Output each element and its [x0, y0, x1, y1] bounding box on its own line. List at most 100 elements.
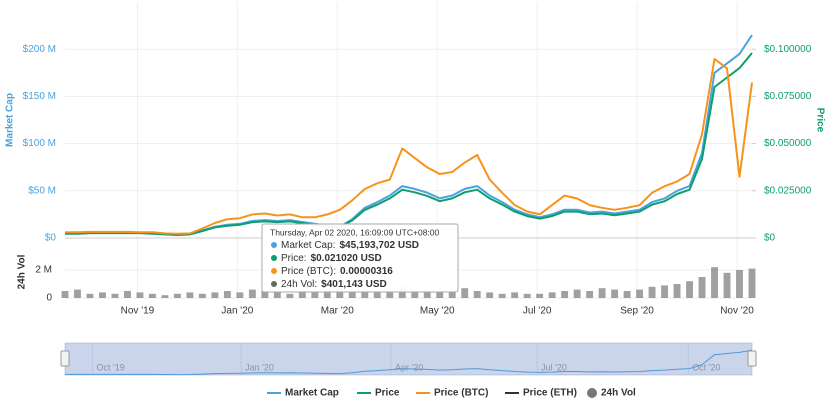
tooltip-label: Price (BTC): [281, 266, 336, 277]
volume-bar [723, 272, 731, 298]
navigator-tick-label: Jul '20 [541, 362, 567, 372]
volume-axis-title: 24h Vol [17, 254, 28, 289]
volume-bar [611, 289, 619, 298]
x-tick-label: May '20 [420, 306, 455, 317]
tooltip-item: Price: $0.021020 USD [281, 253, 382, 264]
volume-bar [461, 288, 469, 298]
volume-bar [99, 292, 106, 298]
volume-tick-label: 0 [46, 293, 52, 304]
y-axis-title: Market Cap [5, 93, 16, 147]
tooltip-box [261, 223, 459, 293]
tooltip-label: Price: [281, 253, 307, 264]
volume-bar [298, 291, 306, 298]
legend-label: 24h Vol [601, 388, 636, 399]
y2-tick-label: $0.025000 [764, 185, 812, 196]
volume-bar [473, 291, 481, 298]
volume-bar [348, 291, 356, 298]
volume-bar [661, 285, 668, 298]
volume-bar [511, 292, 519, 298]
legend-item[interactable]: Price [357, 388, 400, 399]
y2-tick-label: $0.050000 [764, 138, 812, 149]
volume-bar [498, 293, 506, 298]
volume-bar [248, 289, 256, 298]
volume-bar [386, 291, 394, 298]
volume-bar [173, 293, 181, 298]
tooltip-value: 0.00000316 [340, 266, 393, 277]
volume-bar [61, 291, 69, 298]
x-tick-label: Jan '20 [221, 306, 253, 317]
volume-bar [361, 289, 369, 298]
tooltip-item: Price (BTC): 0.00000316 [281, 266, 393, 277]
tooltip-value: $401,143 USD [321, 279, 387, 290]
volume-tick-label: 2 M [35, 265, 52, 276]
legend-label: Price (BTC) [434, 388, 488, 399]
volume-bar [161, 295, 169, 298]
volume-bar [598, 288, 606, 298]
tooltip-bullet [271, 242, 277, 248]
legend-item[interactable]: Market Cap [267, 388, 339, 399]
navigator-handle[interactable] [60, 350, 70, 367]
y2-tick-label: $0.075000 [764, 91, 812, 102]
volume-bar [124, 291, 131, 298]
y2-axis-title: Price [814, 108, 825, 133]
legend-item[interactable]: Price (BTC) [416, 388, 488, 399]
legend-label: Price (ETH) [523, 388, 577, 399]
volume-bar [74, 289, 81, 298]
volume-bar [336, 288, 344, 298]
navigator-tick-label: Apr '20 [395, 362, 423, 372]
volume-bar [748, 268, 756, 298]
volume-bar [149, 293, 156, 298]
navigator-line [65, 349, 753, 376]
volume-bar [623, 291, 631, 298]
volume-bar [536, 293, 544, 298]
volume-bar [711, 267, 718, 298]
volume-bar [198, 293, 206, 298]
x-tick-label: Nov '19 [121, 306, 155, 317]
legend-item[interactable]: Price (ETH) [505, 388, 577, 399]
y-tick-label: $200 M [23, 44, 56, 55]
volume-bar [736, 270, 743, 298]
legend-symbol [587, 388, 597, 398]
series-line [65, 52, 753, 236]
series-line [65, 58, 753, 235]
volume-bar [186, 292, 194, 298]
volume-bar [373, 292, 381, 298]
volume-bar [86, 293, 94, 298]
x-tick-label: Jul '20 [523, 306, 552, 317]
navigator-handle[interactable] [747, 350, 757, 367]
volume-bar [136, 292, 144, 298]
volume-bar [111, 293, 119, 298]
tooltip-bullet [271, 281, 277, 287]
y-tick-label: $150 M [23, 91, 56, 102]
legend-item[interactable]: 24h Vol [587, 388, 636, 399]
volume-bar [486, 292, 494, 298]
tooltip-item: 24h Vol: $401,143 USD [281, 279, 387, 290]
volume-bar [698, 277, 706, 298]
y2-tick-label: $0.100000 [764, 44, 812, 55]
navigator-tick-label: Oct '19 [96, 362, 124, 372]
volume-bar [261, 291, 269, 298]
tooltip-value: $0.021020 USD [311, 253, 382, 264]
tooltip-bullet [271, 268, 277, 274]
volume-bar [273, 292, 281, 298]
volume-bar [673, 284, 681, 298]
x-tick-label: Sep '20 [620, 306, 654, 317]
volume-bar [448, 289, 456, 298]
legend-label: Market Cap [285, 388, 339, 399]
volume-bar [648, 286, 656, 298]
volume-bar [423, 291, 431, 298]
volume-bar [436, 292, 444, 298]
y-tick-label: $50 M [28, 185, 56, 196]
volume-bar [548, 292, 556, 298]
volume-bar [311, 292, 319, 298]
y-tick-label: $0 [45, 233, 57, 244]
volume-bar [286, 293, 294, 298]
navigator-tick-label: Jan '20 [245, 362, 274, 372]
volume-bar [211, 292, 219, 298]
volume-bar [223, 291, 231, 298]
volume-bar [573, 289, 581, 298]
navigator-tick-label: Oct '20 [692, 362, 720, 372]
y2-tick-label: $0 [764, 233, 776, 244]
volume-bar [561, 291, 569, 298]
